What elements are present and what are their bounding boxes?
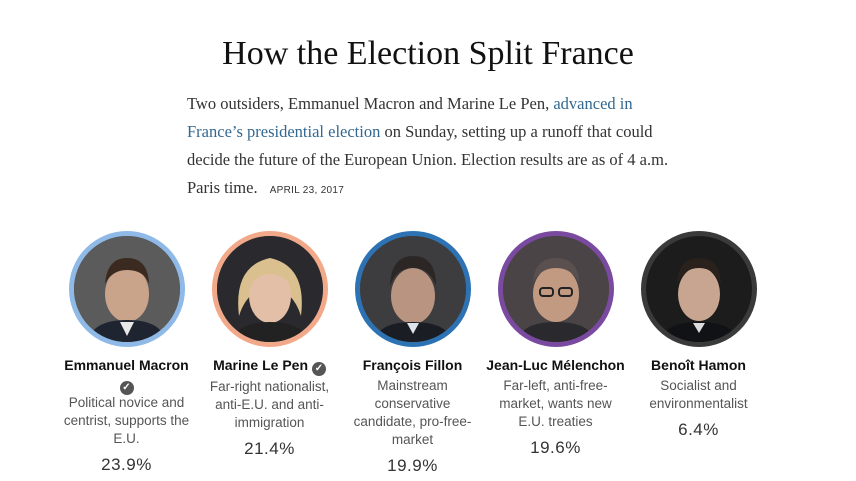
- candidate-name: François Fillon: [362, 357, 463, 373]
- candidate-description: Mainstream conservative candidate, pro-f…: [353, 378, 472, 447]
- candidate-list: Emmanuel Macron ✓ Political novice and c…: [55, 231, 770, 477]
- intro-text-after: on Sunday, setting up a runoff that coul…: [187, 122, 669, 197]
- vote-percent: 19.9%: [387, 456, 438, 475]
- vote-percent: 21.4%: [244, 439, 295, 458]
- candidate-name: Emmanuel Macron: [64, 357, 189, 373]
- vote-percent: 23.9%: [101, 455, 152, 474]
- vote-percent: 6.4%: [678, 420, 719, 439]
- candidate-card-hamon: Benoît Hamon Socialist and environmental…: [627, 231, 770, 477]
- advanced-check-icon: ✓: [311, 362, 326, 376]
- candidate-name: Benoît Hamon: [651, 357, 746, 373]
- candidate-card-melenchon: Jean-Luc Mélenchon Far-left, anti-free-m…: [484, 231, 627, 477]
- portrait-photo-icon: [354, 231, 471, 347]
- candidate-description: Socialist and environmentalist: [649, 378, 748, 411]
- advanced-check-icon: ✓: [119, 381, 134, 395]
- page-title: How the Election Split France: [222, 35, 634, 72]
- presidential-election-link[interactable]: advanced in France’s presidential electi…: [187, 94, 633, 141]
- candidate-card-macron: Emmanuel Macron ✓ Political novice and c…: [55, 231, 198, 477]
- candidate-card-fillon: François Fillon Mainstream conservative …: [341, 231, 484, 477]
- intro-text-before: Two outsiders, Emmanuel Macron and Marin…: [187, 94, 550, 113]
- candidate-description: Far-left, anti-free-market, wants new E.…: [499, 378, 612, 429]
- portrait-photo-icon: [497, 231, 614, 347]
- intro-paragraph: Two outsiders, Emmanuel Macron and Marin…: [187, 90, 677, 205]
- candidate-description: Far-right nationalist, anti-E.U. and ant…: [209, 379, 330, 430]
- vote-percent: 19.6%: [530, 438, 581, 457]
- portrait-photo-icon: [68, 231, 185, 347]
- candidate-name-text: Marine Le Pen: [213, 357, 309, 373]
- dateline: APRIL 23, 2017: [269, 185, 345, 196]
- candidate-card-le-pen: Marine Le Pen ✓ Far-right nationalist, a…: [198, 231, 341, 477]
- candidate-description: Political novice and centrist, supports …: [63, 395, 190, 446]
- portrait-photo-icon: [211, 231, 328, 347]
- candidate-name: Marine Le Pen ✓: [213, 356, 326, 376]
- candidate-name: Jean-Luc Mélenchon: [486, 357, 625, 373]
- portrait-photo-icon: [640, 231, 757, 347]
